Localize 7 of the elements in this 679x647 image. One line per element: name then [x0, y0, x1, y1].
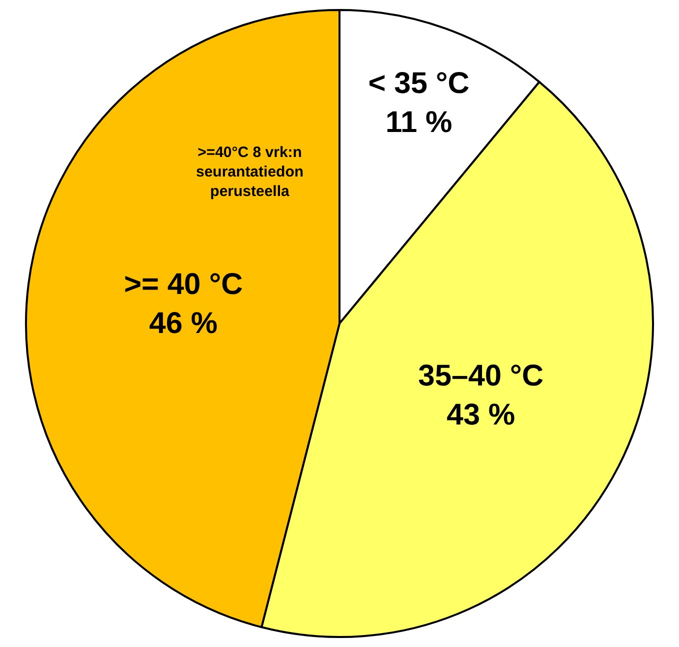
slice-label: >= 40 °C: [124, 268, 243, 301]
data-label: 46 %: [149, 306, 218, 340]
text: >=40°C 8 vrk:n seurantatiedon perusteella: [196, 144, 304, 200]
slice-label: < 35 °C: [368, 67, 470, 100]
data-label: 43 %: [446, 398, 516, 432]
data-label: 11 %: [385, 106, 452, 140]
slice-label: 35–40 °C: [418, 360, 544, 393]
